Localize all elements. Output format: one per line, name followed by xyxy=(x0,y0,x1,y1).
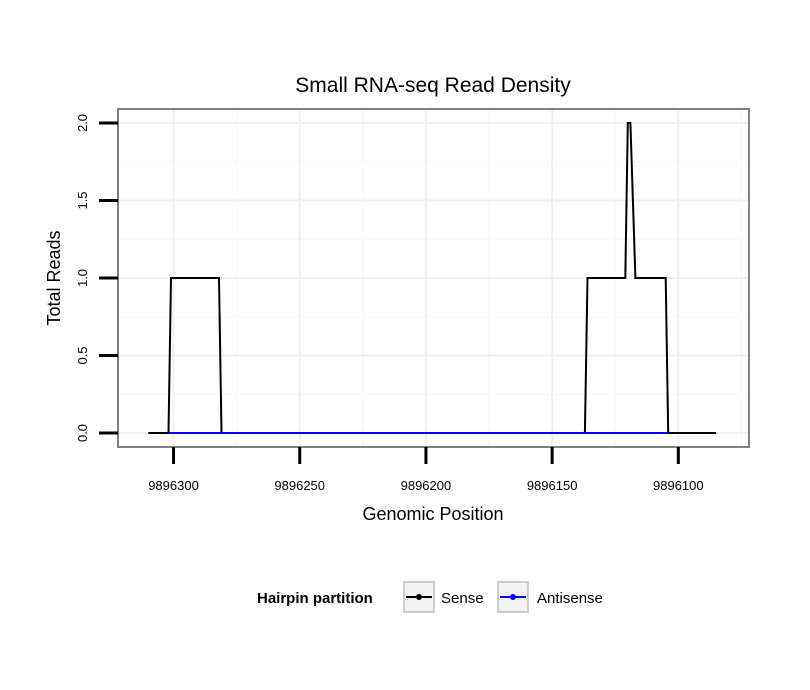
y-tick-label: 0.5 xyxy=(75,346,90,364)
x-tick-label: 9896300 xyxy=(148,478,199,493)
x-tick-label: 9896150 xyxy=(527,478,578,493)
x-axis: 9896300 9896250 9896200 9896150 9896100 xyxy=(148,447,704,493)
series-layer xyxy=(148,122,717,434)
legend-label-antisense: Antisense xyxy=(537,590,603,607)
y-tick-label: 0.0 xyxy=(75,424,90,442)
legend-title: Hairpin partition xyxy=(257,590,373,607)
legend-key-antisense-point xyxy=(510,594,516,600)
y-axis-title: Total Reads xyxy=(44,230,64,325)
x-axis-title: Genomic Position xyxy=(362,504,503,524)
legend: Hairpin partition Sense Antisense xyxy=(257,581,603,613)
legend-key-sense-point xyxy=(416,594,422,600)
y-tick-label: 1.0 xyxy=(75,269,90,287)
y-tick-label: 1.5 xyxy=(75,191,90,209)
y-tick-label: 2.0 xyxy=(75,114,90,132)
y-axis: 0.0 0.5 1.0 1.5 2.0 xyxy=(75,114,118,442)
series-line-sense xyxy=(148,122,717,434)
chart-title: Small RNA-seq Read Density xyxy=(295,74,571,97)
x-tick-label: 9896250 xyxy=(274,478,325,493)
x-tick-label: 9896100 xyxy=(653,478,704,493)
legend-label-sense: Sense xyxy=(441,590,484,607)
x-tick-label: 9896200 xyxy=(401,478,452,493)
